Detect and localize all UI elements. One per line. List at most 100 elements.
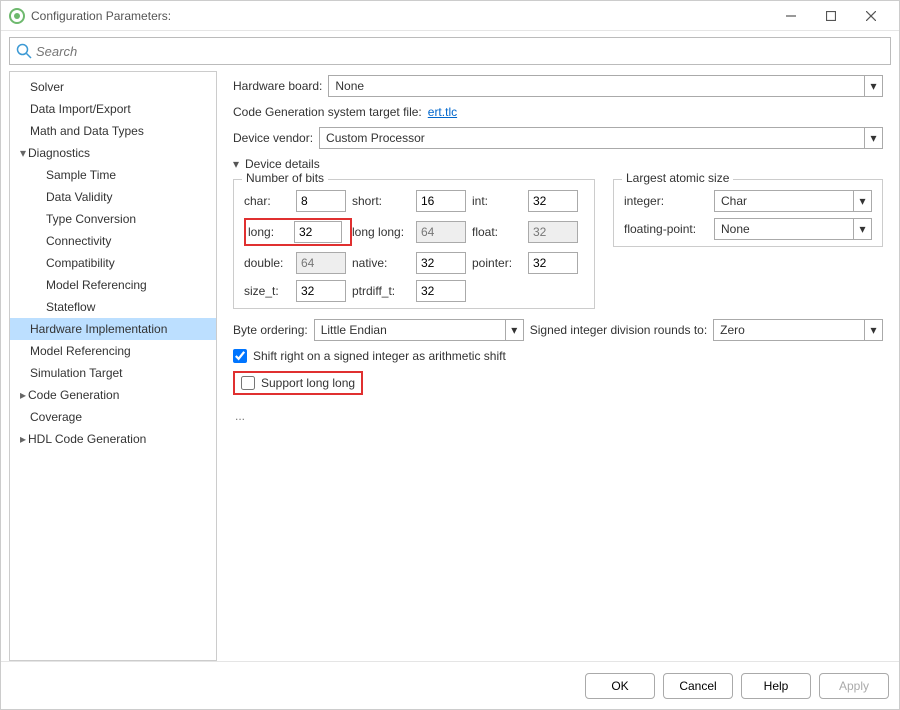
atomic-float-label: floating-point: [624, 222, 714, 236]
atomic-integer-value: Char [715, 194, 853, 208]
atomic-float-value: None [715, 222, 853, 236]
sidebar-item-simulation-target[interactable]: Simulation Target [10, 362, 216, 384]
config-window: Configuration Parameters: Solver Data Imp… [0, 0, 900, 710]
titlebar: Configuration Parameters: [1, 1, 899, 31]
division-label: Signed integer division rounds to: [530, 323, 707, 337]
hardware-board-select[interactable]: None ▾ [328, 75, 883, 97]
minimize-icon [786, 11, 796, 21]
sidebar-item-label: Compatibility [46, 256, 115, 270]
native-input[interactable] [416, 252, 466, 274]
chevron-down-icon: ▾ [853, 219, 871, 239]
minimize-button[interactable] [771, 2, 811, 30]
sidebar-item-label: Math and Data Types [30, 124, 144, 138]
sidebar-item-math-and-data-types[interactable]: Math and Data Types [10, 120, 216, 142]
sidebar-item-data-import-export[interactable]: Data Import/Export [10, 98, 216, 120]
sidebar-item-label: Data Validity [46, 190, 112, 204]
search-icon [16, 43, 32, 59]
sidebar-item-label: Model Referencing [30, 344, 131, 358]
shift-right-checkbox[interactable] [233, 349, 247, 363]
searchbar [1, 31, 899, 71]
sidebar-item-type-conversion[interactable]: Type Conversion [10, 208, 216, 230]
char-input[interactable] [296, 190, 346, 212]
target-file-label: Code Generation system target file: [233, 105, 422, 119]
target-file-link[interactable]: ert.tlc [428, 105, 457, 119]
sidebar-item-label: Solver [30, 80, 64, 94]
sidebar-item-label: Type Conversion [46, 212, 136, 226]
chevron-down-icon: ▾ [864, 128, 882, 148]
sidebar-item-diagnostics[interactable]: ▾Diagnostics [10, 142, 216, 164]
sidebar-item-label: Connectivity [46, 234, 111, 248]
device-vendor-select[interactable]: Custom Processor ▾ [319, 127, 883, 149]
collapse-arrow-icon: ▾ [233, 157, 245, 171]
sidebar-item-hardware-implementation[interactable]: Hardware Implementation [10, 318, 216, 340]
sidebar-item-label: HDL Code Generation [28, 432, 146, 446]
long-label: long: [248, 225, 294, 239]
byte-ordering-select[interactable]: Little Endian ▾ [314, 319, 524, 341]
search-field-wrapper[interactable] [9, 37, 891, 65]
division-value: Zero [714, 323, 864, 337]
apply-button: Apply [819, 673, 889, 699]
search-input[interactable] [36, 44, 884, 59]
close-icon [866, 11, 876, 21]
sidebar-item-solver[interactable]: Solver [10, 76, 216, 98]
sidebar-item-connectivity[interactable]: Connectivity [10, 230, 216, 252]
float-input [528, 221, 578, 243]
number-of-bits-group: Number of bits char: short: int: long: [233, 179, 595, 309]
ptrdiff-label: ptrdiff_t: [352, 284, 416, 298]
sidebar-item-label: Hardware Implementation [30, 322, 167, 336]
sidebar-item-code-generation[interactable]: ▸Code Generation [10, 384, 216, 406]
tree-arrow-icon: ▸ [18, 430, 28, 448]
sidebar-item-model-referencing[interactable]: Model Referencing [10, 274, 216, 296]
chevron-down-icon: ▾ [853, 191, 871, 211]
atomic-legend: Largest atomic size [622, 171, 733, 185]
tree-arrow-icon: ▸ [18, 386, 28, 404]
float-label: float: [472, 225, 528, 239]
sidebar-item-model-referencing[interactable]: Model Referencing [10, 340, 216, 362]
more-options-ellipsis[interactable]: ... [233, 403, 883, 429]
division-select[interactable]: Zero ▾ [713, 319, 883, 341]
hardware-board-label: Hardware board: [233, 79, 322, 93]
support-longlong-label: Support long long [261, 376, 355, 390]
int-input[interactable] [528, 190, 578, 212]
atomic-integer-select[interactable]: Char ▾ [714, 190, 872, 212]
maximize-button[interactable] [811, 2, 851, 30]
longlong-input [416, 221, 466, 243]
atomic-float-select[interactable]: None ▾ [714, 218, 872, 240]
ptrdiff-input[interactable] [416, 280, 466, 302]
device-vendor-label: Device vendor: [233, 131, 313, 145]
cancel-button[interactable]: Cancel [663, 673, 733, 699]
sidebar-item-label: Data Import/Export [30, 102, 131, 116]
sidebar-item-data-validity[interactable]: Data Validity [10, 186, 216, 208]
sidebar-item-hdl-code-generation[interactable]: ▸HDL Code Generation [10, 428, 216, 450]
close-button[interactable] [851, 2, 891, 30]
sidebar-item-coverage[interactable]: Coverage [10, 406, 216, 428]
help-button[interactable]: Help [741, 673, 811, 699]
long-input[interactable] [294, 221, 342, 243]
support-longlong-checkbox[interactable] [241, 376, 255, 390]
sidebar-item-compatibility[interactable]: Compatibility [10, 252, 216, 274]
ok-button[interactable]: OK [585, 673, 655, 699]
pointer-input[interactable] [528, 252, 578, 274]
bits-legend: Number of bits [242, 171, 328, 185]
sizet-input[interactable] [296, 280, 346, 302]
short-label: short: [352, 194, 416, 208]
sidebar-item-label: Simulation Target [30, 366, 123, 380]
maximize-icon [826, 11, 836, 21]
sidebar-item-label: Stateflow [46, 300, 95, 314]
longlong-label: long long: [352, 225, 416, 239]
sidebar-item-label: Coverage [30, 410, 82, 424]
content: Solver Data Import/Export Math and Data Ty… [1, 71, 899, 661]
device-details-toggle[interactable]: ▾ Device details [233, 157, 883, 171]
short-input[interactable] [416, 190, 466, 212]
sidebar-item-sample-time[interactable]: Sample Time [10, 164, 216, 186]
int-label: int: [472, 194, 528, 208]
byte-ordering-value: Little Endian [315, 323, 505, 337]
app-logo-icon [9, 8, 25, 24]
double-label: double: [244, 256, 296, 270]
tree-arrow-icon: ▾ [18, 144, 28, 162]
sidebar-item-stateflow[interactable]: Stateflow [10, 296, 216, 318]
sidebar-item-label: Sample Time [46, 168, 116, 182]
atomic-size-group: Largest atomic size integer: Char ▾ floa… [613, 179, 883, 247]
main-panel: Hardware board: None ▾ Code Generation s… [217, 71, 891, 661]
sidebar: Solver Data Import/Export Math and Data Ty… [9, 71, 217, 661]
